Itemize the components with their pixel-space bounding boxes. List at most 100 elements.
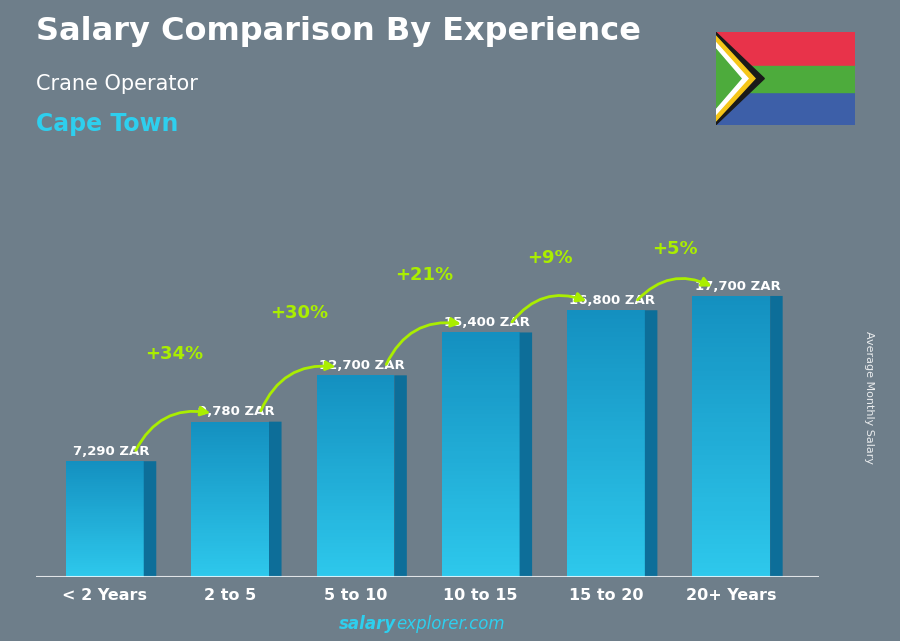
Bar: [692, 474, 770, 479]
Bar: [317, 449, 394, 453]
Bar: [66, 558, 144, 560]
Bar: [442, 463, 519, 467]
Bar: [692, 506, 770, 512]
Bar: [192, 572, 269, 574]
Bar: [66, 550, 144, 552]
Bar: [442, 402, 519, 406]
Bar: [317, 382, 394, 385]
Bar: [442, 340, 519, 345]
Bar: [567, 390, 645, 395]
Bar: [442, 406, 519, 410]
Bar: [442, 418, 519, 422]
Bar: [192, 522, 269, 525]
Bar: [192, 487, 269, 489]
Bar: [442, 561, 519, 565]
Bar: [317, 379, 394, 382]
Bar: [692, 408, 770, 413]
Text: Salary Comparison By Experience: Salary Comparison By Experience: [36, 16, 641, 47]
Bar: [567, 542, 645, 545]
Text: +30%: +30%: [270, 304, 328, 322]
Bar: [317, 426, 394, 429]
Bar: [192, 512, 269, 515]
Bar: [442, 569, 519, 573]
Bar: [317, 526, 394, 530]
Bar: [692, 418, 770, 422]
Polygon shape: [716, 42, 748, 115]
Bar: [317, 547, 394, 550]
Bar: [692, 357, 770, 362]
Bar: [66, 519, 144, 521]
Bar: [317, 446, 394, 449]
Bar: [442, 536, 519, 540]
Bar: [442, 556, 519, 561]
Bar: [66, 571, 144, 573]
Bar: [192, 530, 269, 533]
Bar: [692, 520, 770, 526]
Bar: [442, 471, 519, 475]
Bar: [317, 570, 394, 574]
Bar: [692, 544, 770, 549]
Bar: [66, 531, 144, 533]
Bar: [692, 530, 770, 535]
Bar: [442, 333, 519, 337]
Bar: [567, 462, 645, 466]
Bar: [66, 517, 144, 519]
Bar: [192, 463, 269, 465]
Bar: [192, 520, 269, 522]
Bar: [692, 301, 770, 305]
Bar: [692, 380, 770, 385]
Bar: [317, 486, 394, 490]
Bar: [567, 572, 645, 577]
Bar: [192, 546, 269, 549]
Bar: [567, 533, 645, 537]
Bar: [66, 461, 144, 463]
Bar: [192, 540, 269, 544]
Bar: [567, 350, 645, 354]
Bar: [442, 337, 519, 340]
Bar: [66, 471, 144, 473]
Bar: [567, 345, 645, 350]
Bar: [192, 574, 269, 577]
Bar: [192, 533, 269, 535]
Bar: [66, 513, 144, 515]
Bar: [692, 493, 770, 497]
Bar: [692, 305, 770, 310]
Bar: [567, 315, 645, 319]
Bar: [567, 497, 645, 501]
Bar: [567, 421, 645, 426]
Bar: [692, 469, 770, 474]
Bar: [567, 386, 645, 390]
Bar: [192, 460, 269, 463]
Bar: [317, 442, 394, 446]
Bar: [567, 479, 645, 483]
Bar: [192, 427, 269, 429]
Bar: [317, 523, 394, 526]
Bar: [317, 553, 394, 557]
Bar: [317, 476, 394, 479]
Bar: [442, 492, 519, 495]
Bar: [442, 528, 519, 532]
Bar: [692, 413, 770, 418]
Bar: [192, 507, 269, 510]
Bar: [692, 390, 770, 394]
Bar: [66, 487, 144, 488]
Bar: [66, 556, 144, 558]
Bar: [567, 417, 645, 421]
Bar: [567, 337, 645, 342]
Bar: [66, 473, 144, 475]
Bar: [66, 496, 144, 498]
Bar: [567, 319, 645, 324]
Bar: [692, 343, 770, 347]
Bar: [317, 463, 394, 466]
Bar: [192, 556, 269, 559]
Text: 7,290 ZAR: 7,290 ZAR: [73, 445, 149, 458]
Bar: [442, 373, 519, 378]
Bar: [66, 523, 144, 525]
Bar: [192, 437, 269, 440]
Bar: [692, 553, 770, 558]
Bar: [66, 494, 144, 496]
Bar: [192, 538, 269, 540]
Bar: [567, 563, 645, 568]
Bar: [692, 347, 770, 352]
Bar: [567, 324, 645, 328]
